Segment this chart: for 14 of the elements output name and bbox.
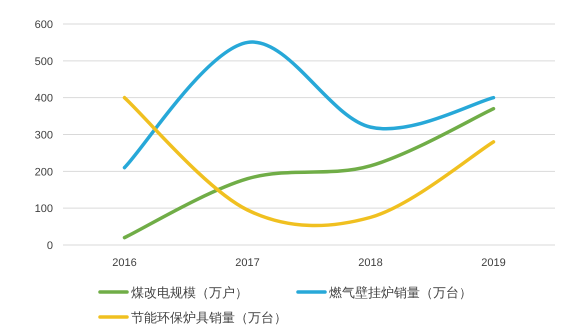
legend-label: 燃气壁挂炉销量（万台） xyxy=(329,285,472,300)
x-tick-label: 2018 xyxy=(358,257,383,269)
legend-label: 节能环保炉具销量（万台） xyxy=(131,310,287,325)
x-tick-label: 2017 xyxy=(235,257,260,269)
x-tick-label: 2019 xyxy=(481,257,506,269)
y-tick-label: 200 xyxy=(34,166,53,178)
y-tick-label: 600 xyxy=(34,19,53,31)
y-tick-label: 300 xyxy=(34,130,53,142)
legend-label: 煤改电规模（万户） xyxy=(131,285,248,300)
y-tick-label: 500 xyxy=(34,56,53,68)
y-tick-label: 100 xyxy=(34,203,53,216)
y-tick-label: 0 xyxy=(46,240,53,252)
y-tick-label: 400 xyxy=(34,92,53,105)
x-tick-label: 2016 xyxy=(112,257,137,269)
